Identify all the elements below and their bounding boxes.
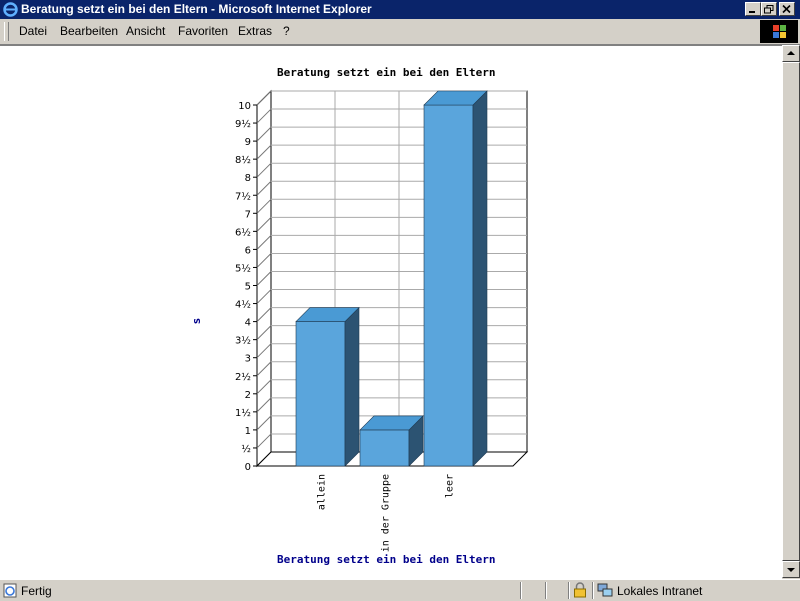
side-gridline <box>256 198 272 214</box>
y-tick-label: 6 <box>245 245 251 256</box>
y-tick-label: 5½ <box>235 262 251 274</box>
chart-caption: Beratung setzt ein bei den Eltern <box>277 553 496 566</box>
internet-explorer-icon <box>3 2 18 17</box>
y-tick-label: 10 <box>238 101 251 112</box>
page-content: 0 ½ 1 1½ 2 2½ 3 3½ 4 4½ 5 5½ 6 6½ 7 7½ 8 8½ 9 9½ 10 allein in … <box>0 45 782 579</box>
y-tick-label: 4 <box>245 318 251 329</box>
side-gridline <box>256 343 272 359</box>
restore-button[interactable] <box>761 2 777 16</box>
menu-datei[interactable]: Datei <box>19 24 48 38</box>
side-gridline <box>256 433 272 449</box>
menu-ansicht[interactable]: Ansicht <box>126 24 166 38</box>
bar-allein <box>295 321 346 467</box>
window-title: Beratung setzt ein bei den Eltern - Micr… <box>21 2 372 16</box>
y-tick-label: 7 <box>245 209 251 220</box>
y-axis-label: s <box>190 318 203 325</box>
side-gridline <box>256 162 272 178</box>
category-label: leer <box>445 474 456 498</box>
lock-icon <box>574 582 586 598</box>
side-gridline <box>256 216 272 232</box>
status-bar: Fertig Lokales Intranet <box>0 579 800 601</box>
bar-side <box>472 90 488 467</box>
y-tick-label: 4½ <box>235 299 251 311</box>
y-tick-label: 0 <box>245 462 251 473</box>
menu-bar: Datei Bearbeiten Ansicht Favoriten Extra… <box>0 19 800 45</box>
side-gridline <box>256 126 272 142</box>
side-gridline <box>256 108 272 124</box>
y-tick-label: 1½ <box>235 407 251 419</box>
scroll-thumb[interactable] <box>782 62 800 561</box>
bar-top <box>423 90 488 106</box>
y-tick-label: 3 <box>245 354 251 365</box>
side-gridline <box>256 325 272 341</box>
menu-bearbeiten[interactable]: Bearbeiten <box>60 24 119 38</box>
side-gridline <box>256 289 272 304</box>
security-zone-label: Lokales Intranet <box>617 584 703 598</box>
category-label: allein <box>317 474 328 510</box>
menu-help[interactable]: ? <box>283 24 290 38</box>
y-tick-label: 6½ <box>235 226 251 238</box>
y-tick-label: 1 <box>245 426 251 437</box>
scroll-up-button[interactable] <box>782 45 800 62</box>
y-tick-label: 9 <box>245 137 251 148</box>
side-gridline <box>256 253 272 268</box>
y-tick-label: 2½ <box>235 371 251 383</box>
side-gridline <box>256 180 272 196</box>
intranet-zone-icon <box>597 583 613 597</box>
side-gridline <box>256 235 272 250</box>
menu-favoriten[interactable]: Favoriten <box>178 24 229 38</box>
y-tick-label: ½ <box>241 443 251 455</box>
y-tick-label: 3½ <box>235 335 251 347</box>
vertical-scrollbar[interactable] <box>782 45 800 578</box>
scroll-down-button[interactable] <box>782 561 800 578</box>
bar-side <box>344 306 360 467</box>
windows-logo-icon <box>760 20 798 43</box>
side-gridline <box>256 379 272 395</box>
bar-chart: 0 ½ 1 1½ 2 2½ 3 3½ 4 4½ 5 5½ 6 6½ 7 7½ 8 8½ 9 9½ 10 allein in … <box>190 89 529 552</box>
y-tick-label: 2 <box>245 390 251 401</box>
status-text: Fertig <box>21 584 52 598</box>
chart-title: Beratung setzt ein bei den Eltern <box>277 66 496 79</box>
page-icon <box>3 583 17 598</box>
y-tick-label: 8½ <box>235 154 251 166</box>
bar-top <box>359 415 424 431</box>
bar-top <box>295 307 360 322</box>
category-label: in der Gruppe <box>381 474 392 552</box>
y-tick-label: 9½ <box>235 118 251 130</box>
side-gridline <box>256 361 272 377</box>
y-tick-label: 8 <box>245 173 251 184</box>
side-gridline <box>256 397 272 413</box>
window-titlebar: Beratung setzt ein bei den Eltern - Micr… <box>0 0 800 19</box>
bar-in-der-gruppe <box>359 429 410 467</box>
close-button[interactable] <box>779 2 795 16</box>
side-gridline <box>256 144 272 160</box>
side-gridline <box>256 415 272 431</box>
minimize-button[interactable] <box>745 2 761 16</box>
menu-extras[interactable]: Extras <box>238 24 273 38</box>
y-tick-label: 7½ <box>235 190 251 202</box>
side-gridline <box>256 307 272 322</box>
y-tick-label: 5 <box>245 282 251 293</box>
side-gridline <box>256 271 272 286</box>
bar-leer <box>423 104 474 467</box>
side-gridline <box>256 90 272 106</box>
toolbar-grip[interactable] <box>4 22 9 41</box>
